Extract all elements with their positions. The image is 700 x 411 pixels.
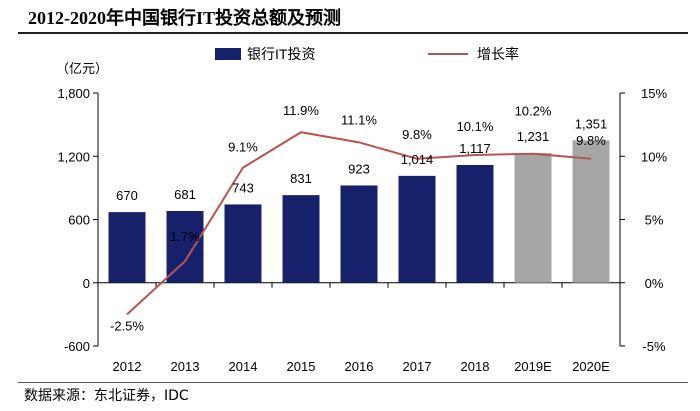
- legend: 银行IT投资 增长率: [215, 46, 519, 62]
- x-axis-category-label: 2016: [345, 359, 374, 374]
- bar-value-label: 1,014: [401, 152, 434, 167]
- bar-value-label: 831: [290, 171, 312, 186]
- title-divider: [18, 32, 688, 34]
- bar-value-label: 670: [116, 188, 138, 203]
- right-axis-tick-label: 10%: [641, 149, 667, 164]
- bar: [282, 195, 320, 283]
- growth-rate-value-label: 10.2%: [515, 104, 552, 119]
- growth-rate-value-label: 11.1%: [341, 112, 377, 127]
- bar: [456, 164, 494, 283]
- x-axis-category-label: 2019E: [514, 359, 552, 374]
- x-axis-category-label: 2018: [461, 359, 490, 374]
- left-axis-unit-label: （亿元）: [56, 61, 108, 76]
- growth-rate-value-label: 9.8%: [576, 133, 606, 148]
- bar: [340, 185, 378, 283]
- bar-value-label: 1,117: [459, 141, 491, 156]
- bar: [108, 212, 146, 283]
- bar-value-label: 681: [174, 187, 196, 202]
- footer-divider: [18, 382, 688, 383]
- bar: [224, 204, 262, 283]
- bars-layer: [108, 140, 610, 283]
- legend-label-line: 增长率: [477, 46, 519, 62]
- left-axis-tick-label: -600: [64, 339, 90, 354]
- source-note: 数据来源：东北证券，IDC: [24, 388, 189, 404]
- x-axis-category-label: 2013: [171, 359, 200, 374]
- legend-label-bar: 银行IT投资: [247, 46, 315, 62]
- left-axis-tick-label: 1,800: [57, 86, 90, 101]
- x-axis-category-label: 2014: [229, 359, 258, 374]
- bar: [166, 210, 204, 283]
- right-axis-tick-label: 5%: [645, 213, 664, 228]
- growth-rate-value-label: 10.1%: [457, 119, 494, 134]
- x-axis-category-label: 2012: [113, 359, 142, 374]
- right-axis-tick-label: -5%: [642, 339, 666, 354]
- x-axis-category-label: 2015: [287, 359, 316, 374]
- chart-title: 2012-2020年中国银行IT投资总额及预测: [28, 8, 342, 28]
- bar: [398, 175, 436, 283]
- growth-rate-value-label: 9.8%: [402, 127, 432, 142]
- right-axis-tick-label: 15%: [641, 86, 667, 101]
- axes-layer: 1,800 1,200 600 0 -600 （亿元） 15% 10% 5% 0% -5% 2012 2…: [56, 61, 667, 374]
- legend-swatch-bar: [215, 48, 241, 60]
- growth-rate-value-label: 9.1%: [228, 140, 258, 155]
- labels-layer: 670 681 743 831 923 1,014 1,117 1,231 1,351 -2.5%…: [110, 103, 607, 333]
- growth-rate-value-label: 11.9%: [283, 103, 319, 118]
- right-axis-tick-label: 0%: [645, 276, 664, 291]
- bar-value-label: 1,231: [517, 129, 550, 144]
- growth-line-layer: [126, 131, 592, 316]
- x-axis-category-label: 2020E: [572, 359, 610, 374]
- bar-forecast: [514, 152, 552, 283]
- left-axis-tick-label: 1,200: [57, 149, 90, 164]
- bar-forecast: [572, 140, 610, 283]
- bar-value-label: 743: [232, 180, 254, 195]
- growth-rate-value-label: 1.7%: [170, 229, 200, 244]
- left-axis-tick-label: 600: [68, 213, 90, 228]
- left-axis-tick-label: 0: [83, 276, 90, 291]
- growth-rate-value-label: -2.5%: [110, 318, 144, 333]
- bar-value-label: 923: [348, 161, 370, 176]
- bar-value-label: 1,351: [575, 116, 608, 131]
- x-axis-category-label: 2017: [403, 359, 432, 374]
